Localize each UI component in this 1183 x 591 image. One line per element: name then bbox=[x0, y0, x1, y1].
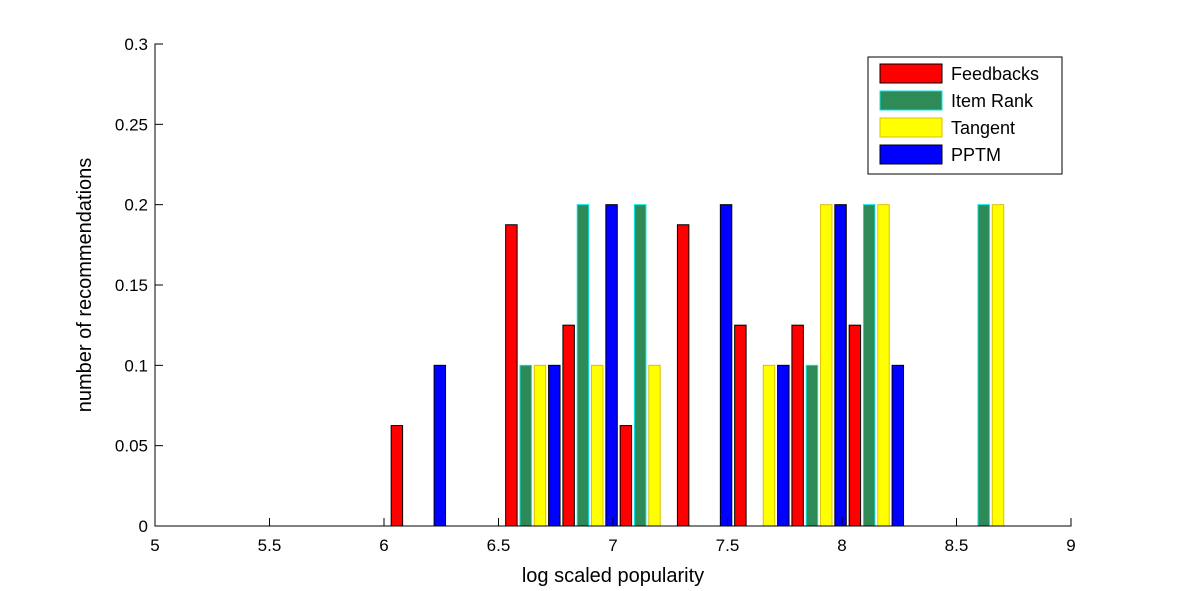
bar-feedbacks bbox=[562, 324, 575, 527]
legend-label: Feedbacks bbox=[951, 64, 1039, 84]
y-tick-label: 0.05 bbox=[115, 437, 148, 456]
y-tick-label: 0.15 bbox=[115, 276, 148, 295]
bar-pptm bbox=[605, 204, 618, 527]
legend-swatch bbox=[879, 63, 943, 84]
x-tick-label: 5.5 bbox=[258, 536, 282, 555]
y-tick-label: 0.2 bbox=[124, 196, 148, 215]
legend-label: Item Rank bbox=[951, 91, 1034, 111]
bar-pptm bbox=[719, 204, 733, 527]
bar-tangent bbox=[762, 364, 776, 527]
legend-swatch bbox=[879, 90, 943, 111]
x-axis-label: log scaled popularity bbox=[522, 565, 704, 587]
y-tick-label: 0.1 bbox=[124, 356, 148, 375]
x-tick-label: 7.5 bbox=[716, 536, 740, 555]
bar-feedbacks bbox=[676, 224, 690, 527]
legend-label: PPTM bbox=[951, 145, 1001, 165]
bar-feedbacks bbox=[734, 324, 747, 527]
bar-pptm bbox=[777, 364, 790, 527]
bar-tangent bbox=[820, 204, 833, 527]
bar-feedbacks bbox=[390, 425, 404, 527]
y-tick-label: 0.3 bbox=[124, 35, 148, 54]
x-tick-label: 8.5 bbox=[945, 536, 969, 555]
y-axis-label: number of recommendations bbox=[74, 158, 96, 413]
bar-feedbacks bbox=[619, 425, 633, 527]
legend: Feedbacks Item Rank Tangent PPTM bbox=[867, 56, 1063, 175]
axes-layer: 5 5.5 6 6.5 7 7.5 8 8.5 9 0 0.05 0.1 0.15 0.2 0.25 0.3 bbox=[115, 35, 1076, 555]
x-tick-label: 5 bbox=[150, 536, 159, 555]
legend-swatch bbox=[879, 117, 943, 138]
x-tick-label: 8 bbox=[837, 536, 846, 555]
bar-tangent bbox=[991, 204, 1005, 527]
bar-item-rank bbox=[862, 204, 876, 527]
x-tick-label: 7 bbox=[608, 536, 617, 555]
bar-tangent bbox=[648, 364, 661, 527]
bar-pptm bbox=[891, 364, 905, 527]
bar-item-rank bbox=[633, 204, 647, 527]
bar-pptm bbox=[433, 364, 447, 527]
x-tick-label: 6 bbox=[379, 536, 388, 555]
bar-tangent bbox=[591, 364, 604, 527]
y-tick-label: 0.25 bbox=[115, 115, 148, 134]
y-tick-label: 0 bbox=[139, 517, 148, 536]
bar-feedbacks bbox=[791, 324, 804, 527]
plot-box-mask-right bbox=[1070, 43, 1072, 525]
bar-pptm bbox=[834, 204, 847, 527]
x-tick-label: 9 bbox=[1066, 536, 1075, 555]
bar-item-rank bbox=[977, 204, 990, 527]
bar-item-rank bbox=[576, 204, 590, 527]
legend-label: Tangent bbox=[951, 118, 1015, 138]
bar-tangent bbox=[533, 364, 547, 527]
bar-item-rank bbox=[805, 364, 819, 527]
bar-tangent bbox=[877, 204, 890, 527]
x-tick-label: 6.5 bbox=[487, 536, 511, 555]
bar-feedbacks bbox=[848, 324, 862, 527]
legend-swatch bbox=[879, 144, 943, 165]
plot-box-mask-top bbox=[156, 43, 1072, 45]
bar-feedbacks bbox=[505, 224, 518, 527]
bar-pptm bbox=[548, 364, 561, 527]
bar-item-rank bbox=[519, 364, 532, 527]
